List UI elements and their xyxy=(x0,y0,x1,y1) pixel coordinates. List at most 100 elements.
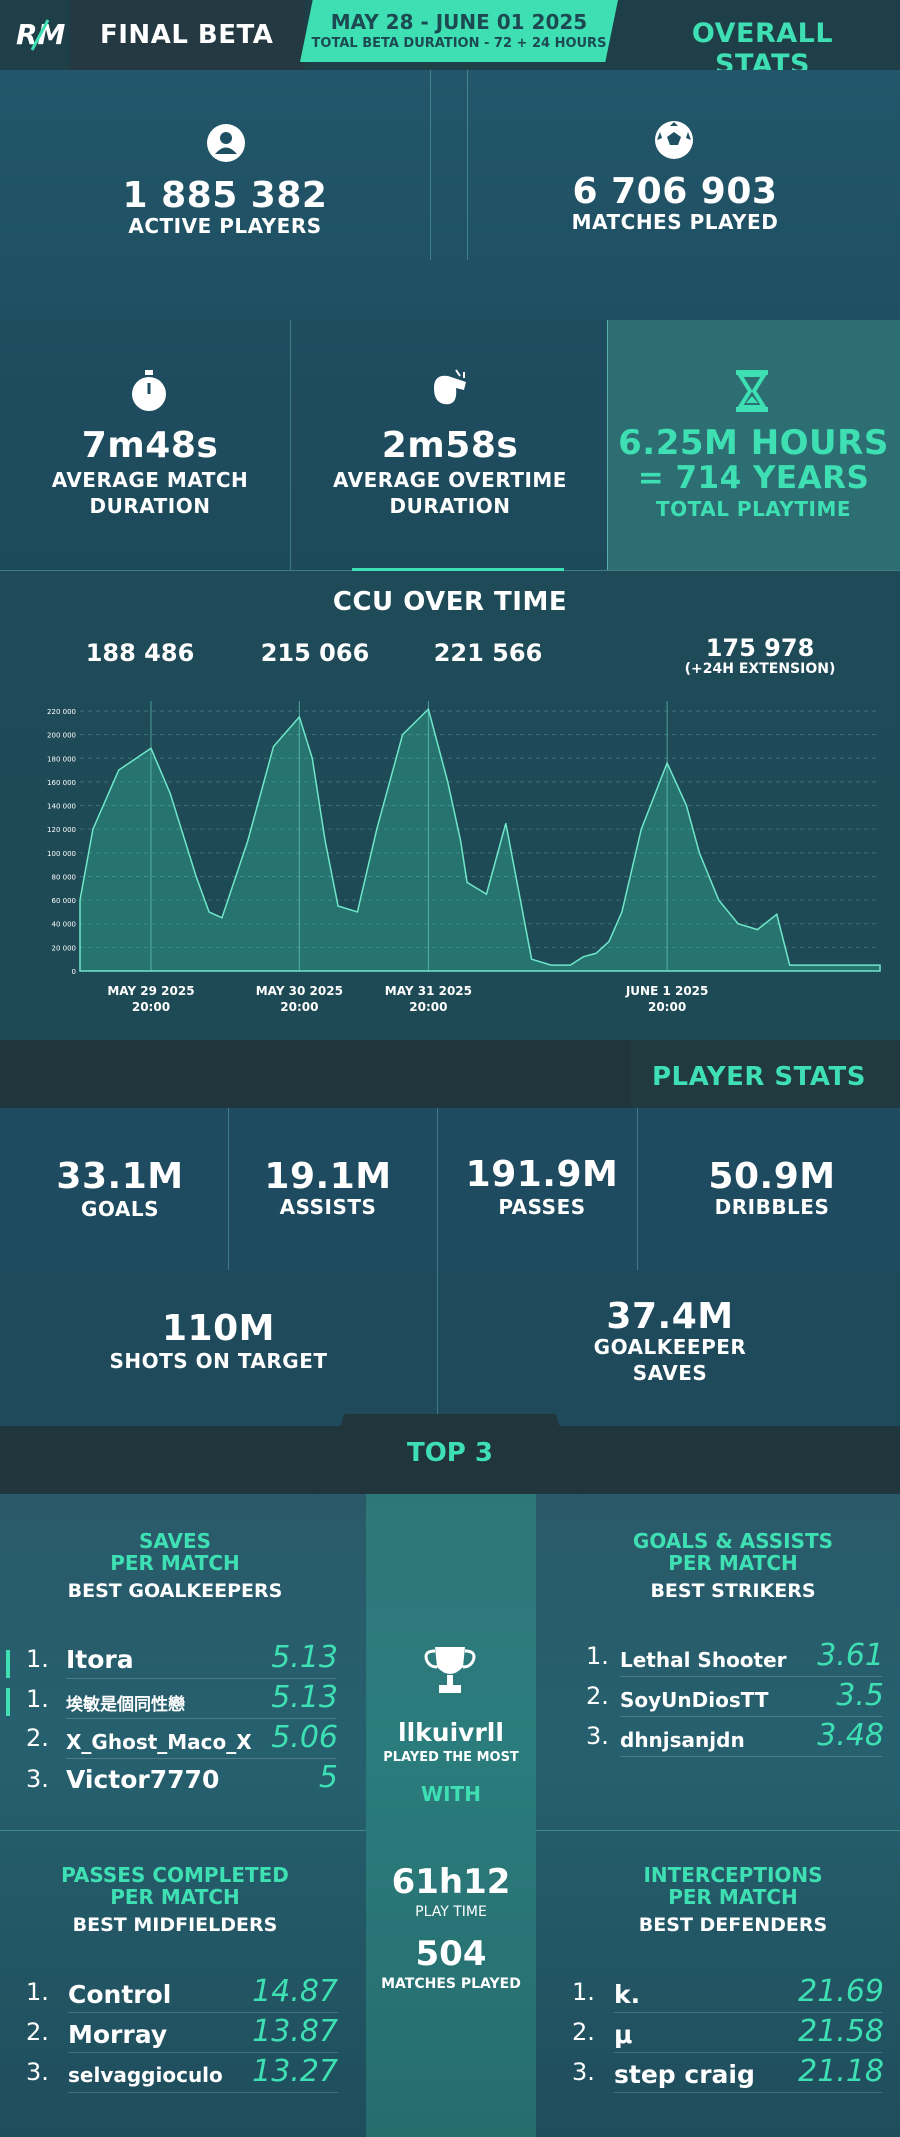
divider xyxy=(0,1830,366,1831)
row-underline xyxy=(620,1756,882,1757)
defenders-value-2: 21.58 xyxy=(798,2014,884,2049)
soccer-ball-icon xyxy=(655,121,693,159)
user-icon xyxy=(207,124,245,162)
defenders-rank-1: 1. xyxy=(572,1978,595,2006)
playtime-label: TOTAL PLAYTIME xyxy=(655,497,852,521)
divider xyxy=(290,320,291,570)
divider xyxy=(437,1270,438,1426)
saves-player-3: X_Ghost_Maco_X xyxy=(66,1730,252,1754)
assists-label: ASSISTS xyxy=(279,1195,377,1219)
strikers-rank-2: 2. xyxy=(586,1682,609,1710)
peak-value-2: 215 066 xyxy=(260,639,370,667)
saves-value-1: 5.13 xyxy=(271,1640,338,1675)
mids-player-1: Control xyxy=(68,1980,172,2009)
strikers-player-2: SoyUnDiosTT xyxy=(620,1688,769,1712)
mids-player-3: selvaggioculo xyxy=(68,2063,223,2087)
goals-assists-cat-title-2: PER MATCH xyxy=(668,1551,798,1575)
mids-value-1: 14.87 xyxy=(252,1974,338,2009)
matches-played-label: MATCHES PLAYED xyxy=(571,210,779,234)
ccu-area xyxy=(79,707,881,972)
strikers-rank-3: 3. xyxy=(586,1722,609,1750)
dribbles-label: DRIBBLES xyxy=(714,1195,830,1219)
defenders-value-3: 21.18 xyxy=(798,2054,884,2089)
top3-body xyxy=(0,1494,900,2137)
divider xyxy=(467,70,468,260)
playtime-highlight xyxy=(607,320,900,570)
mids-rank-3: 3. xyxy=(26,2058,49,2086)
avg-match-value: 7m48s xyxy=(81,425,219,466)
saves-player-1: Itora xyxy=(66,1645,134,1674)
row-underline xyxy=(68,2012,338,2013)
x-axis-date-label: MAY 30 2025 xyxy=(256,984,343,998)
y-tick-label: 20 000 xyxy=(52,944,77,952)
goals-assists-cat-title-1: GOALS & ASSISTS xyxy=(632,1529,834,1553)
passes-cat-title-1: PASSES COMPLETED xyxy=(61,1863,289,1887)
shots-label: SHOTS ON TARGET xyxy=(109,1349,328,1373)
y-tick-label: 40 000 xyxy=(52,921,77,929)
playtime-value: 6.25M HOURS xyxy=(618,423,889,463)
assists-value: 19.1M xyxy=(264,1156,392,1197)
y-tick-label: 60 000 xyxy=(52,897,77,905)
strikers-value-2: 3.5 xyxy=(836,1678,884,1713)
goals-value: 33.1M xyxy=(56,1156,184,1197)
y-tick-label: 220 000 xyxy=(47,708,76,716)
date-box: MAY 28 - JUNE 01 2025 TOTAL BETA DURATIO… xyxy=(300,0,618,62)
saves-rank-4: 3. xyxy=(26,1765,49,1793)
page-title: FINAL BETA xyxy=(100,20,274,50)
y-tick-label: 160 000 xyxy=(47,779,76,787)
beta-duration: TOTAL BETA DURATION - 72 + 24 HOURS xyxy=(311,36,607,51)
divider xyxy=(228,1108,229,1270)
player-stats-row-1 xyxy=(0,1108,900,1270)
most-played-time: 61h12 xyxy=(391,1862,511,1902)
player-stats-title: PLAYER STATS xyxy=(652,1062,866,1092)
whistle-icon xyxy=(434,369,466,405)
trophy-icon xyxy=(424,1647,476,1693)
saves-cat-title-2: PER MATCH xyxy=(110,1551,240,1575)
y-tick-label: 0 xyxy=(72,968,76,976)
row-underline xyxy=(614,2092,882,2093)
x-axis-time-label: 20:00 xyxy=(648,1000,686,1014)
mids-rank-1: 1. xyxy=(26,1978,49,2006)
saves-rank-2: 1. xyxy=(26,1685,49,1713)
peak-value-1: 188 486 xyxy=(85,639,195,667)
x-axis-time-label: 20:00 xyxy=(409,1000,447,1014)
active-players-label: ACTIVE PLAYERS xyxy=(128,214,322,238)
avg-match-label-2: DURATION xyxy=(89,494,211,518)
top3-title: TOP 3 xyxy=(406,1438,494,1468)
y-tick-label: 80 000 xyxy=(52,873,77,881)
avg-overtime-label-1: AVERAGE OVERTIME xyxy=(333,468,567,492)
hourglass-icon xyxy=(736,370,768,412)
dribbles-value: 50.9M xyxy=(708,1156,836,1197)
avg-match-label-1: AVERAGE MATCH xyxy=(51,468,249,492)
most-played-time-label: PLAY TIME xyxy=(415,1904,487,1920)
mids-player-2: Morray xyxy=(68,2020,168,2049)
saves-rank-1: 1. xyxy=(26,1645,49,1673)
y-tick-label: 140 000 xyxy=(47,803,76,811)
x-axis-date-label: JUNE 1 2025 xyxy=(625,984,709,998)
divider xyxy=(536,1830,900,1831)
row-underline xyxy=(68,2092,338,2093)
row-underline xyxy=(68,2052,338,2053)
mids-value-3: 13.27 xyxy=(252,2054,338,2089)
passes-cat-subtitle: BEST MIDFIELDERS xyxy=(72,1914,278,1936)
strikers-player-1: Lethal Shooter xyxy=(620,1648,787,1672)
saves-cat-title-1: SAVES xyxy=(138,1529,212,1553)
overall-row-1 xyxy=(0,70,900,320)
avg-overtime-label-2: DURATION xyxy=(389,494,511,518)
most-played-label: PLAYED THE MOST xyxy=(383,1750,519,1765)
title-tab: FINAL BETA xyxy=(70,0,305,70)
defenders-value-1: 21.69 xyxy=(798,1974,884,2009)
row-underline xyxy=(614,2052,882,2053)
x-axis-date-label: MAY 29 2025 xyxy=(107,984,194,998)
passes-value: 191.9M xyxy=(465,1154,619,1195)
row-underline xyxy=(620,1716,882,1717)
saves-rank-3: 2. xyxy=(26,1724,49,1752)
y-tick-label: 120 000 xyxy=(47,826,76,834)
row-underline xyxy=(66,1678,336,1679)
most-played-with: WITH xyxy=(421,1782,481,1806)
avg-overtime-value: 2m58s xyxy=(381,425,519,466)
strikers-value-1: 3.61 xyxy=(817,1638,884,1673)
divider xyxy=(607,320,608,570)
strikers-rank-1: 1. xyxy=(586,1642,609,1670)
divider xyxy=(430,70,431,260)
